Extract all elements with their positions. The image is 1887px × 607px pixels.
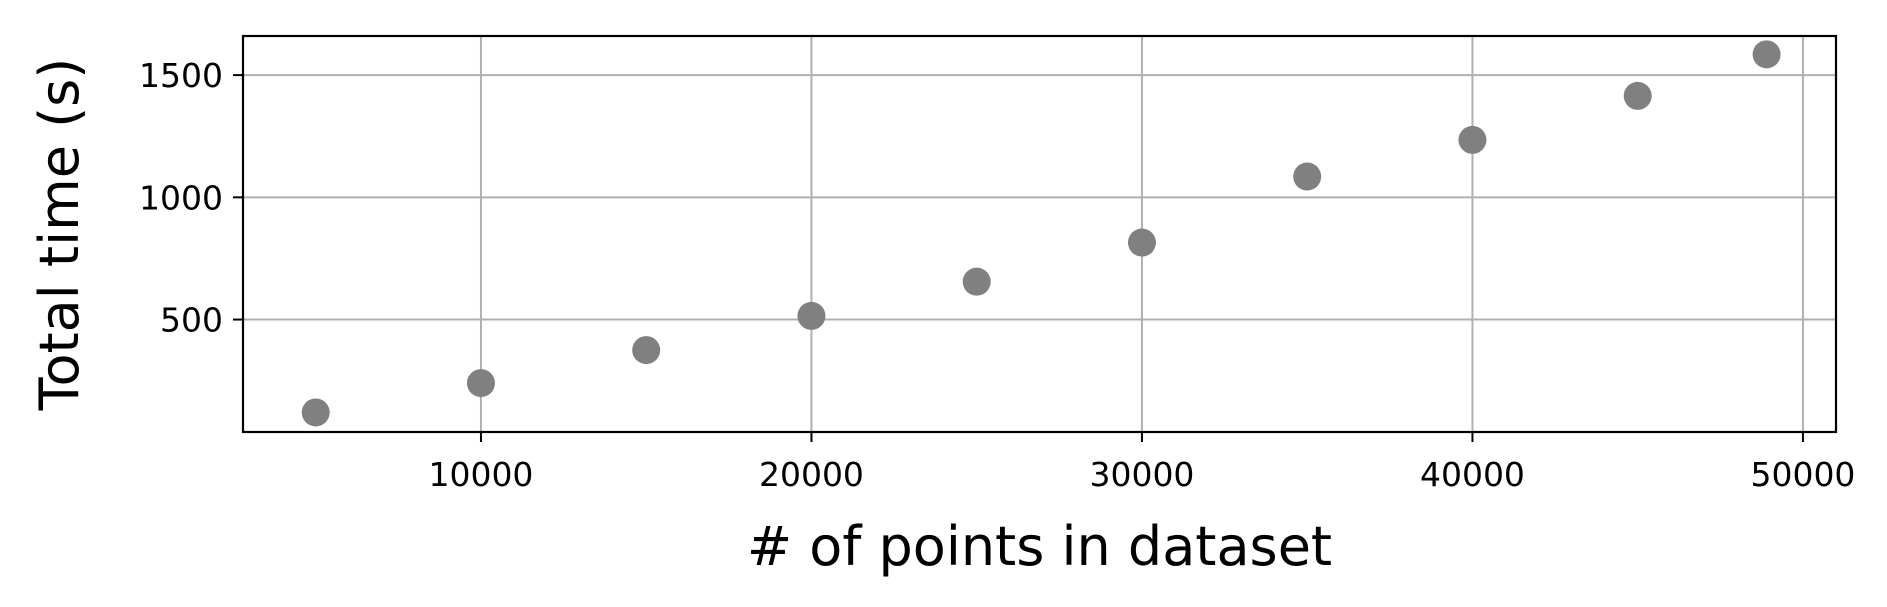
data-point	[1458, 125, 1487, 154]
x-tick-label: 10000	[428, 455, 533, 494]
x-tick-label: 40000	[1420, 455, 1525, 494]
data-points	[301, 40, 1781, 427]
data-point	[632, 336, 661, 365]
grid-lines	[243, 36, 1836, 432]
data-point	[466, 369, 495, 398]
x-tick-label: 30000	[1089, 455, 1194, 494]
y-tick-label: 500	[160, 301, 223, 340]
y-tick-label: 1500	[139, 56, 223, 95]
axis-ticks: 10000 20000 30000 40000 50000 500 1000 1500	[139, 56, 1855, 494]
x-tick-label: 20000	[759, 455, 864, 494]
data-point	[962, 267, 991, 296]
y-tick-label: 1000	[139, 178, 223, 217]
x-tick-label: 50000	[1750, 455, 1855, 494]
plot-frame	[241, 34, 1838, 434]
y-axis-label: Total time (s)	[28, 58, 91, 412]
data-point	[301, 398, 330, 427]
data-point	[1293, 162, 1322, 191]
data-point	[1623, 81, 1652, 110]
data-point	[797, 301, 826, 330]
x-axis-label: # of points in dataset	[747, 515, 1332, 578]
data-point	[1752, 40, 1781, 69]
data-point	[1127, 228, 1156, 257]
